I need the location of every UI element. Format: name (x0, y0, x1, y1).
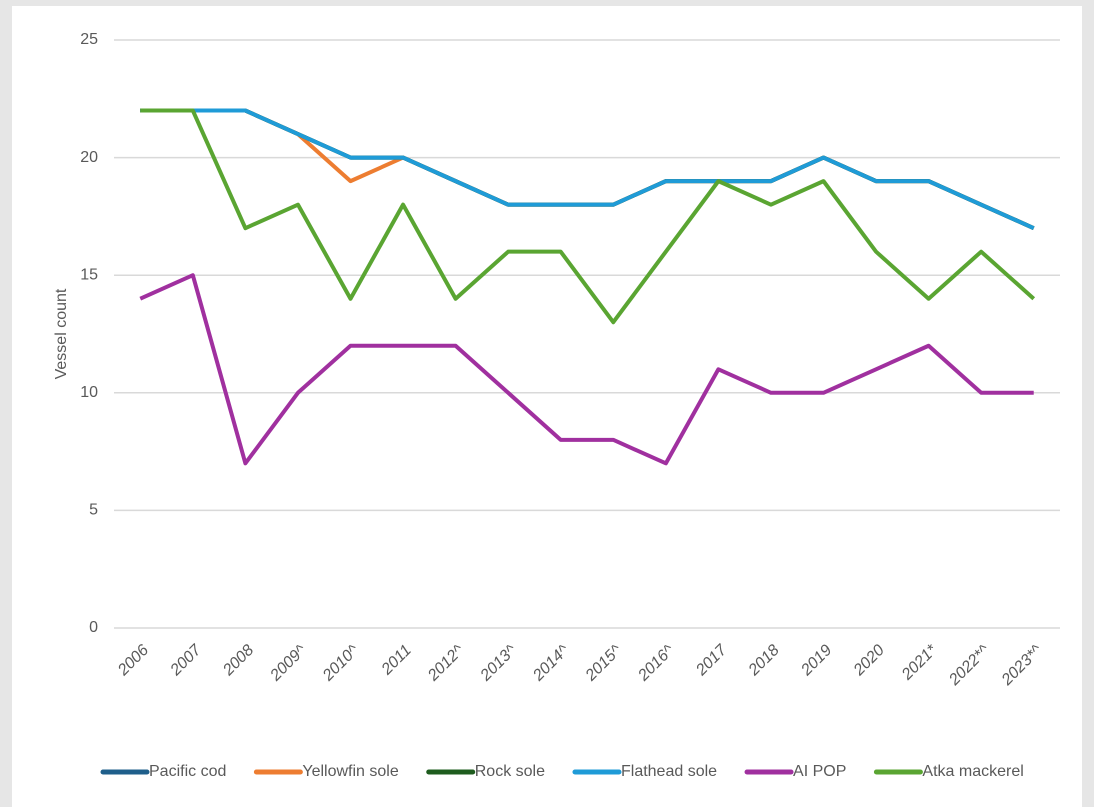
chart-background (12, 6, 1082, 807)
y-tick-label: 5 (89, 502, 98, 519)
legend-label: Yellowfin sole (302, 763, 398, 780)
series-line (139, 273, 1034, 466)
y-tick-label: 25 (80, 31, 98, 48)
y-axis-title: Vessel count (53, 288, 70, 379)
y-tick-label: 20 (80, 149, 98, 166)
series-line (140, 108, 1036, 325)
legend-label: Rock sole (475, 763, 545, 780)
series-line (140, 108, 1035, 230)
legend-label: Flathead sole (621, 763, 717, 780)
y-tick-label: 10 (80, 384, 98, 401)
legend-label: Pacific cod (149, 763, 226, 780)
y-tick-label: 0 (89, 619, 98, 636)
legend-label: AI POP (793, 763, 846, 780)
legend-label: Atka mackerel (922, 763, 1023, 780)
y-tick-label: 15 (80, 266, 98, 283)
